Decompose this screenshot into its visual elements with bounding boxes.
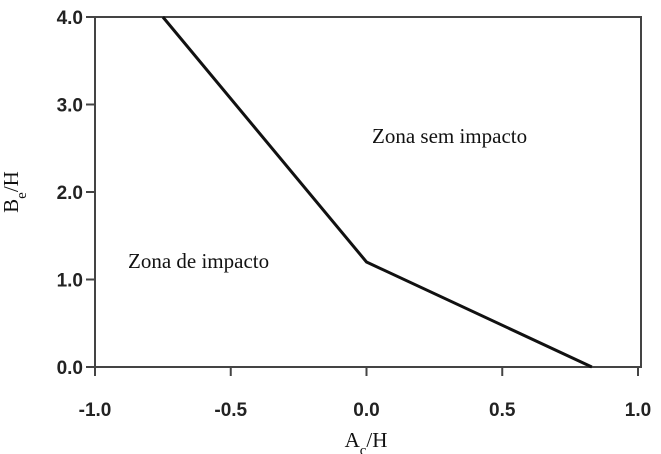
label-part: e [14, 192, 30, 199]
annotation: Zona sem impacto [372, 124, 527, 148]
x-tick-label: -1.0 [79, 400, 112, 421]
x-tick-label: -0.5 [214, 400, 247, 421]
x-axis-label: Ac/H [345, 428, 388, 454]
y-tick-label: 0.0 [57, 358, 83, 379]
x-tick-label: 1.0 [625, 400, 651, 421]
y-tick-label: 1.0 [57, 271, 83, 292]
annotation: Zona de impacto [128, 249, 269, 273]
label-part: c [360, 443, 367, 454]
label-part: /H [0, 171, 23, 192]
label-part: A [345, 428, 361, 452]
y-tick-label: 4.0 [57, 8, 83, 29]
y-axis-label: Be/H [0, 171, 30, 213]
x-tick-label: 0.0 [353, 400, 379, 421]
y-tick-label: 3.0 [57, 96, 83, 117]
plot-frame [94, 16, 642, 368]
label-part: B [0, 199, 23, 213]
x-tick-label: 0.5 [489, 400, 516, 421]
line [161, 16, 593, 369]
label-part: /H [366, 428, 387, 452]
y-tick-label: 2.0 [57, 183, 83, 204]
